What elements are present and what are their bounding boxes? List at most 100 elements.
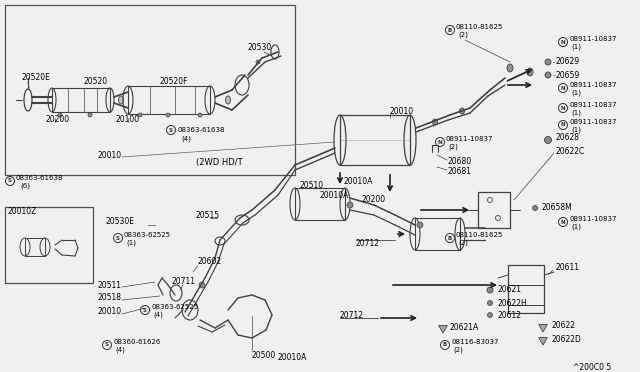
Ellipse shape	[417, 222, 423, 228]
Text: 20510: 20510	[299, 180, 323, 189]
Text: 20520: 20520	[83, 77, 107, 86]
Text: S: S	[116, 235, 120, 241]
Ellipse shape	[433, 119, 438, 125]
Ellipse shape	[532, 205, 538, 211]
Text: 08110-81625: 08110-81625	[456, 232, 503, 238]
Bar	[25, 238, 45, 256]
Ellipse shape	[527, 68, 533, 76]
Text: 08363-62525: 08363-62525	[151, 304, 198, 310]
Text: 20530: 20530	[247, 44, 271, 52]
Text: N: N	[561, 219, 565, 224]
Text: 20100: 20100	[115, 115, 139, 125]
Text: 20621: 20621	[498, 285, 522, 295]
Text: 20010: 20010	[390, 108, 414, 116]
Bar	[5, 207, 93, 283]
Text: 08110-81625: 08110-81625	[456, 24, 503, 30]
Text: 08363-61638: 08363-61638	[16, 175, 63, 181]
Text: 08911-10837: 08911-10837	[569, 216, 616, 222]
Ellipse shape	[88, 113, 92, 117]
Text: (6): (6)	[20, 183, 30, 189]
Text: 20500: 20500	[252, 350, 276, 359]
Text: 20659: 20659	[556, 71, 580, 80]
Text: 20628: 20628	[556, 134, 580, 142]
Ellipse shape	[198, 113, 202, 117]
Ellipse shape	[488, 312, 493, 317]
Text: (1): (1)	[571, 110, 581, 116]
Bar	[508, 285, 544, 305]
Text: 20010Z: 20010Z	[8, 208, 37, 217]
Text: B: B	[448, 28, 452, 32]
Text: 20681: 20681	[448, 167, 472, 176]
Text: 20515: 20515	[195, 211, 219, 219]
Ellipse shape	[225, 96, 230, 104]
Ellipse shape	[138, 113, 142, 117]
Text: 20520F: 20520F	[160, 77, 189, 86]
Text: ^200C0 5: ^200C0 5	[573, 362, 611, 372]
Text: N: N	[438, 140, 442, 144]
Text: 20622: 20622	[551, 321, 575, 330]
Text: 20622C: 20622C	[556, 148, 585, 157]
Bar	[128, 86, 210, 114]
Text: 08363-62525: 08363-62525	[124, 232, 171, 238]
Text: B: B	[448, 235, 452, 241]
Text: N: N	[561, 86, 565, 90]
Text: (1): (1)	[571, 127, 581, 133]
Text: (2WD HD/T: (2WD HD/T	[196, 157, 243, 167]
Text: (1): (1)	[126, 240, 136, 246]
Text: N: N	[561, 39, 565, 45]
Text: S: S	[105, 343, 109, 347]
Ellipse shape	[256, 60, 260, 64]
Text: 20658M: 20658M	[542, 202, 573, 212]
Ellipse shape	[460, 108, 465, 114]
Text: 08360-61626: 08360-61626	[113, 339, 161, 345]
Text: 20511: 20511	[97, 280, 121, 289]
Ellipse shape	[58, 113, 62, 117]
Text: 08911-10837: 08911-10837	[569, 36, 616, 42]
Text: 20621A: 20621A	[450, 323, 479, 331]
Text: S: S	[169, 128, 173, 132]
Ellipse shape	[488, 301, 493, 305]
Text: 20712: 20712	[356, 238, 380, 247]
Text: (1): (1)	[571, 44, 581, 50]
Text: S: S	[143, 308, 147, 312]
Bar	[415, 218, 460, 250]
Text: 20200: 20200	[362, 196, 386, 205]
Text: 20611: 20611	[555, 263, 579, 273]
Bar	[508, 265, 544, 313]
Text: 20530E: 20530E	[105, 218, 134, 227]
Ellipse shape	[347, 202, 353, 208]
Text: S: S	[8, 179, 12, 183]
Text: 20010A: 20010A	[344, 177, 373, 186]
Text: (2): (2)	[458, 240, 468, 246]
Text: 20712: 20712	[340, 311, 364, 320]
Text: B: B	[443, 343, 447, 347]
Text: 20520E: 20520E	[22, 74, 51, 83]
Text: 20622D: 20622D	[551, 334, 581, 343]
Text: (4): (4)	[153, 312, 163, 318]
Ellipse shape	[487, 287, 493, 293]
Ellipse shape	[199, 282, 205, 288]
Text: 20010: 20010	[97, 308, 121, 317]
Text: 08911-10837: 08911-10837	[569, 82, 616, 88]
Text: (2): (2)	[453, 347, 463, 353]
Text: (2): (2)	[448, 144, 458, 150]
Text: N: N	[561, 106, 565, 110]
Text: 20010A: 20010A	[320, 190, 349, 199]
Text: 20602: 20602	[198, 257, 222, 266]
Ellipse shape	[166, 113, 170, 117]
Text: 20010: 20010	[97, 151, 121, 160]
Text: 20010A: 20010A	[278, 353, 307, 362]
Text: (1): (1)	[571, 224, 581, 230]
Text: N: N	[561, 122, 565, 128]
Text: 08116-83037: 08116-83037	[451, 339, 499, 345]
Text: 08363-61638: 08363-61638	[177, 127, 225, 133]
Text: 20622H: 20622H	[498, 298, 528, 308]
Ellipse shape	[118, 96, 124, 104]
Text: (2): (2)	[458, 32, 468, 38]
Text: 08911-10837: 08911-10837	[569, 119, 616, 125]
Text: 08911-10837: 08911-10837	[569, 102, 616, 108]
Bar	[52, 88, 110, 112]
Bar	[295, 188, 345, 220]
Ellipse shape	[507, 64, 513, 72]
Text: 20518: 20518	[97, 294, 121, 302]
